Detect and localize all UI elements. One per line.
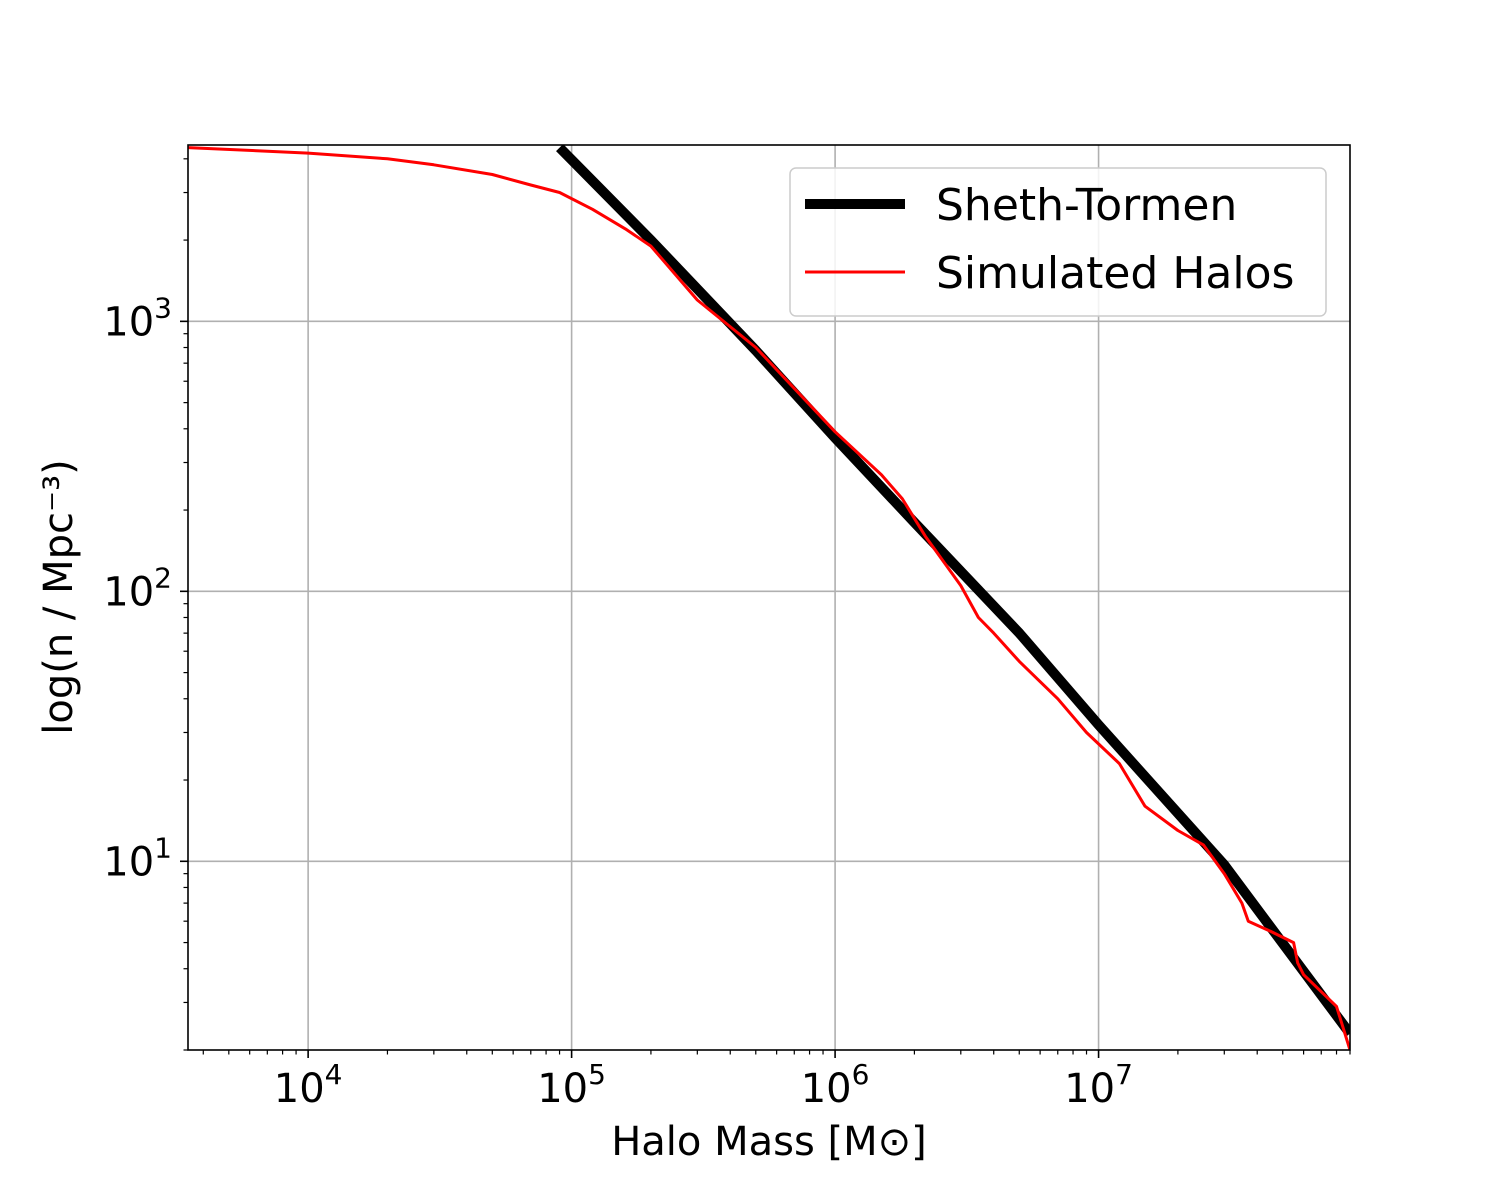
x-tick-label: 105 bbox=[537, 1058, 606, 1112]
x-tick-label: 106 bbox=[801, 1058, 870, 1112]
y-tick-label: 101 bbox=[103, 831, 172, 885]
ticks bbox=[180, 158, 1351, 1058]
x-axis-label: Halo Mass [M⊙] bbox=[611, 1119, 927, 1165]
legend-box bbox=[789, 167, 1327, 317]
grid bbox=[188, 145, 1350, 1050]
plot-frame bbox=[187, 144, 1351, 1051]
y-tick-label: 102 bbox=[103, 561, 172, 615]
series-line-sheth-tormen bbox=[556, 145, 1350, 1037]
legend-label-simulated-halos: Simulated Halos bbox=[936, 248, 1294, 299]
legend: Sheth-Tormen Simulated Halos bbox=[789, 167, 1327, 317]
y-axis-label: log(n / Mpc⁻³) bbox=[36, 459, 82, 735]
tick-labels: 104 105 106 107 101 102 103 bbox=[103, 291, 1133, 1112]
y-tick-label: 103 bbox=[103, 291, 172, 345]
x-tick-label: 104 bbox=[274, 1058, 343, 1112]
legend-label-sheth-tormen: Sheth-Tormen bbox=[936, 180, 1237, 231]
series-layer bbox=[188, 145, 1350, 1050]
x-tick-label: 107 bbox=[1064, 1058, 1133, 1112]
series-line-simulated-halos bbox=[188, 146, 1350, 1050]
